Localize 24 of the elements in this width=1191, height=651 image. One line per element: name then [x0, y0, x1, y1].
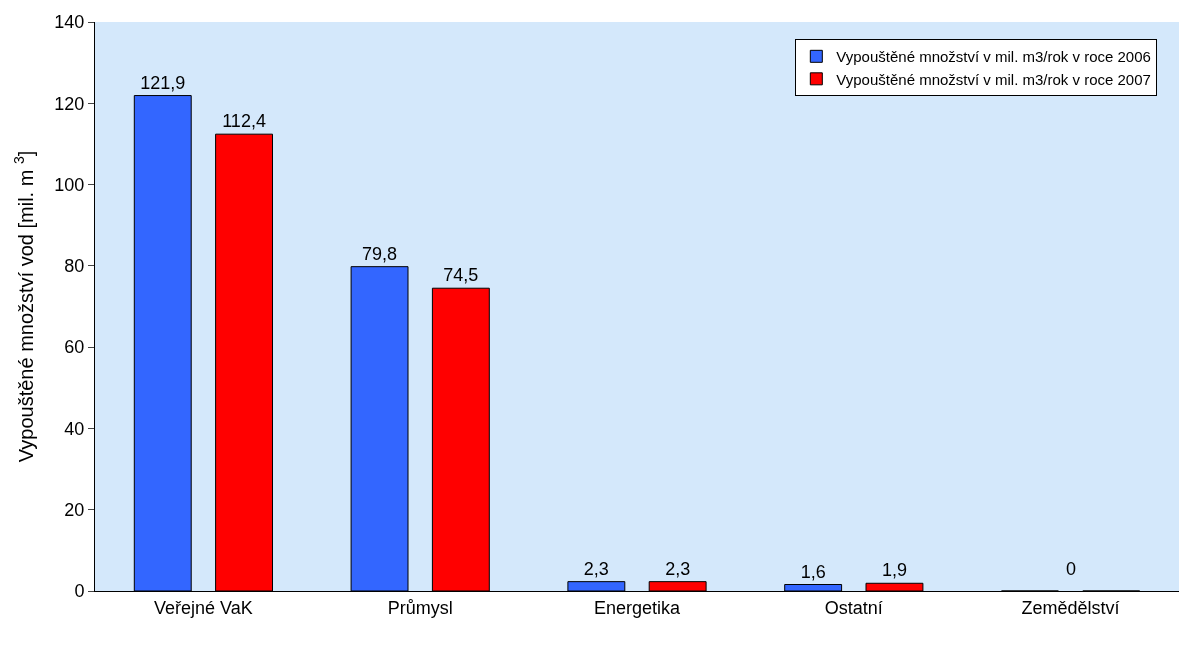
data-label: 2,3 [583, 558, 609, 579]
y-tick-label: 120 [54, 93, 85, 114]
data-label: 79,8 [362, 243, 398, 264]
data-label: 121,9 [140, 72, 186, 93]
y-tick-label: 60 [64, 337, 85, 358]
y-tick-label: 40 [64, 418, 85, 439]
y-tick-label: 20 [64, 500, 85, 521]
data-label: 1,6 [800, 561, 826, 582]
legend-label: Vypouštěné množství v mil. m3/rok v roce 2007 [836, 70, 1151, 88]
x-tick-label: Energetika [593, 597, 682, 618]
x-tick-label: Průmysl [387, 597, 453, 618]
annotation: 0 [1066, 559, 1077, 579]
data-label: 112,4 [222, 111, 266, 132]
y-tick-label: 80 [64, 256, 85, 277]
data-label: 1,9 [881, 560, 907, 581]
data-label: 74,5 [443, 265, 479, 286]
x-tick-label: Veřejné VaK [154, 597, 253, 618]
y-tick-label: 0 [74, 581, 85, 602]
y-tick-label: 100 [54, 174, 85, 195]
x-tick-label: Zemědělství [1021, 597, 1120, 618]
x-tick-label: Ostatní [824, 597, 883, 618]
data-label: 2,3 [665, 558, 691, 579]
y-tick-label: 140 [54, 12, 85, 33]
legend-label: Vypouštěné množství v mil. m3/rok v roce 2006 [836, 48, 1151, 66]
